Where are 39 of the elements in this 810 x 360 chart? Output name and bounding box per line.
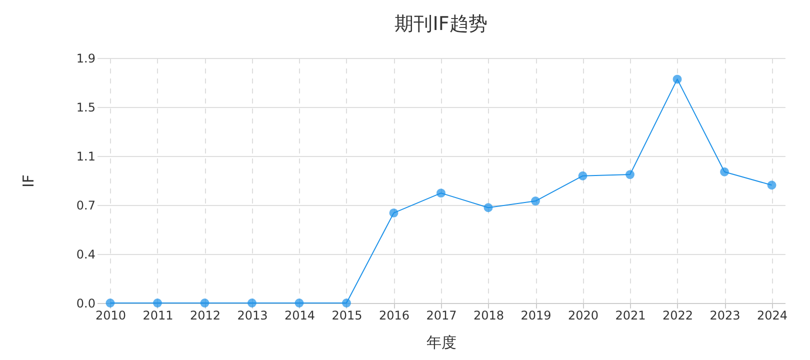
x-tick-label: 2023	[710, 308, 740, 322]
x-tick-label: 2011	[142, 308, 174, 322]
point	[531, 196, 540, 206]
y-axis-title: IF	[19, 174, 38, 188]
x-tick-label: 2021	[615, 308, 646, 322]
chart-title: 期刊IF趋势	[394, 13, 488, 35]
y-tick-label: 0.4	[76, 248, 96, 262]
x-tick-label: 2013	[237, 308, 268, 322]
x-tick-label: 2012	[190, 308, 221, 322]
point	[106, 298, 115, 308]
point	[248, 298, 256, 308]
x-tick-label: 2015	[332, 308, 362, 322]
x-tick-label: 2024	[756, 308, 788, 322]
x-tick-label: 2022	[662, 308, 694, 322]
x-tick-label: 2016	[378, 308, 410, 322]
point	[389, 208, 398, 218]
x-tick-label: 2010	[95, 308, 126, 322]
x-tick-label: 2014	[284, 308, 316, 322]
point	[153, 298, 162, 308]
y-tick-label: 0.7	[76, 198, 96, 212]
point	[294, 298, 304, 308]
point	[767, 180, 776, 190]
y-tick-label: 1.9	[76, 52, 96, 66]
x-tick-label: 2018	[473, 308, 504, 322]
y-tick-label: 1.1	[76, 150, 96, 164]
point	[484, 203, 493, 212]
point	[342, 298, 351, 308]
y-tick-label: 1.5	[76, 100, 96, 114]
x-tick-label: 2019	[520, 308, 552, 322]
point	[672, 74, 682, 84]
x-tick-label: 2017	[426, 308, 457, 322]
x-tick-label: 2020	[568, 308, 599, 322]
point	[436, 188, 446, 198]
point	[626, 170, 634, 180]
x-axis-title: 年度	[426, 334, 456, 352]
point	[200, 298, 210, 308]
y-tick-label: 0.0	[76, 296, 96, 310]
point	[578, 171, 588, 180]
point	[720, 167, 729, 176]
